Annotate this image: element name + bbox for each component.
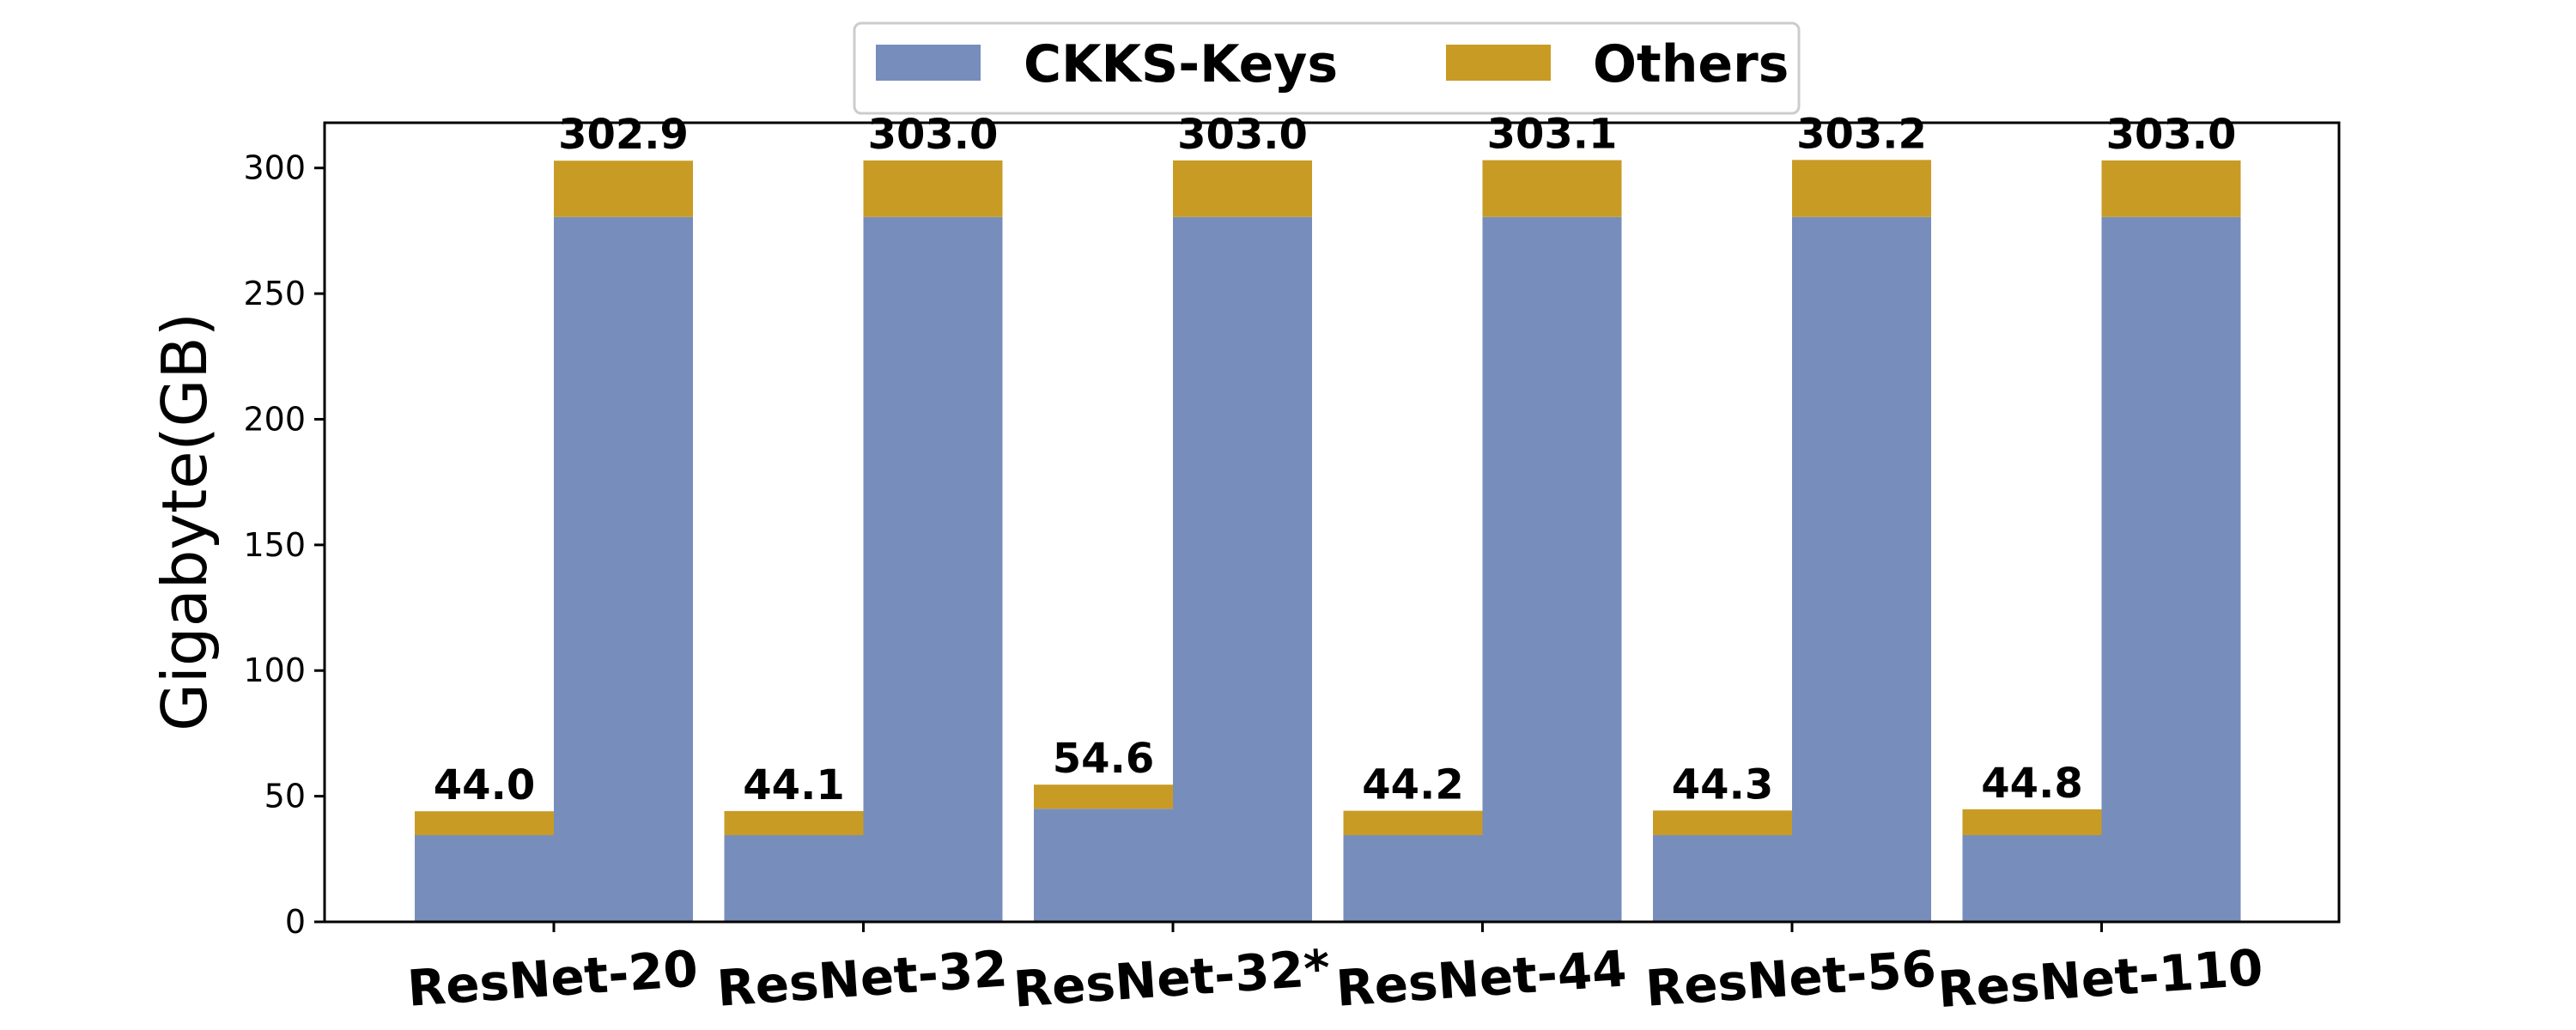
bar-segment-others-resnet-56-1 [1792, 160, 1931, 217]
y-axis: 0 50 100 150 200 250 300 [243, 149, 325, 941]
legend-swatch-ckks-keys [876, 45, 981, 81]
y-tick-label: 0 [285, 903, 306, 941]
bar-segment-ckks-keys-resnet-20-1 [554, 216, 693, 923]
x-tick-label: ResNet-56 [1643, 939, 1938, 1017]
x-tick-label: ResNet-110 [1936, 938, 2265, 1019]
bar-segment-others-resnet-56-0 [1653, 810, 1792, 835]
x-tick-label: ResNet-32 [715, 939, 1010, 1017]
total-label: 44.3 [1672, 760, 1773, 809]
bar-segment-ckks-keys-resnet-56-1 [1792, 216, 1931, 923]
plot-frame [323, 121, 2341, 924]
x-tick-label: ResNet-44 [1334, 939, 1629, 1017]
total-label: 302.9 [558, 111, 689, 159]
x-tick-label: ResNet-20 [405, 939, 700, 1017]
y-tick-label: 100 [243, 651, 306, 689]
bar-segment-ckks-keys-resnet-44-0 [1343, 834, 1483, 922]
bar-segment-ckks-keys-resnet-32star-0 [1034, 809, 1173, 922]
y-tick-label: 150 [243, 526, 306, 564]
bar-segment-ckks-keys-resnet-32star-1 [1173, 216, 1312, 923]
bar-segment-others-resnet-110-1 [2101, 160, 2241, 217]
bar-segment-ckks-keys-resnet-44-1 [1482, 216, 1622, 923]
legend-box [853, 21, 1801, 115]
bar-segment-others-resnet-44-0 [1343, 810, 1483, 835]
bar-segment-ckks-keys-resnet-32-0 [724, 834, 864, 922]
bar-segment-others-resnet-32star-0 [1034, 785, 1173, 809]
total-label: 54.6 [1053, 735, 1154, 783]
bar-segment-ckks-keys-resnet-32-1 [863, 216, 1003, 923]
total-label: 303.0 [868, 111, 999, 159]
total-label: 303.1 [1487, 111, 1618, 159]
bars-layer [415, 160, 2241, 923]
bar-segment-others-resnet-44-1 [1482, 160, 1622, 217]
total-labels-layer: 44.0 302.9 44.1 303.0 54.6 303.0 44.2 303.1 44.3… [434, 110, 2237, 809]
legend-label-ckks-keys: CKKS-Keys [1024, 34, 1338, 94]
bar-segment-others-resnet-110-0 [1962, 809, 2102, 835]
bar-segment-ckks-keys-resnet-110-1 [2101, 216, 2241, 923]
bar-segment-others-resnet-20-0 [415, 811, 554, 835]
total-label: 44.2 [1362, 761, 1463, 809]
legend-swatch-others [1446, 45, 1551, 81]
bar-segment-ckks-keys-resnet-20-0 [415, 834, 554, 922]
total-label: 44.0 [434, 761, 535, 809]
bar-segment-others-resnet-32-0 [724, 810, 864, 835]
bar-segment-others-resnet-20-1 [554, 161, 693, 217]
legend: CKKS-Keys Others [853, 21, 1801, 115]
total-label: 303.2 [1796, 110, 1927, 158]
bar-segment-others-resnet-32-1 [863, 160, 1003, 217]
y-tick-label: 250 [243, 275, 306, 312]
y-tick-label: 50 [264, 778, 306, 815]
bar-segment-ckks-keys-resnet-56-0 [1653, 834, 1792, 922]
legend-label-others: Others [1593, 34, 1789, 94]
y-tick-label: 300 [243, 149, 306, 187]
x-axis: ResNet-20 ResNet-32 ResNet-32* ResNet-44 Res… [405, 922, 2265, 1019]
bar-segment-others-resnet-32star-1 [1173, 160, 1312, 217]
total-label: 303.0 [1177, 111, 1308, 159]
y-axis-label: Gigabyte(GB) [149, 312, 221, 731]
total-label: 44.1 [743, 761, 844, 809]
total-label: 44.8 [1981, 760, 2082, 808]
y-tick-label: 200 [243, 400, 306, 438]
bar-segment-ckks-keys-resnet-110-0 [1962, 834, 2102, 922]
total-label: 303.0 [2106, 111, 2237, 159]
x-tick-label: ResNet-32* [1012, 938, 1332, 1019]
